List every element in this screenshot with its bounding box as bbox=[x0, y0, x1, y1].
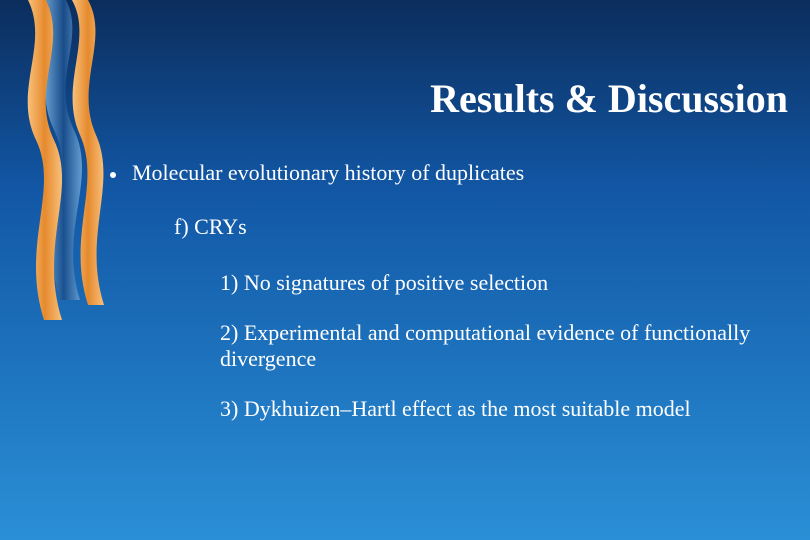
bullet-item: Molecular evolutionary history of duplic… bbox=[110, 160, 780, 186]
point-2: 2) Experimental and computational eviden… bbox=[220, 320, 760, 372]
subheading: f) CRYs bbox=[174, 214, 780, 240]
bullet-text: Molecular evolutionary history of duplic… bbox=[132, 160, 524, 186]
slide-title: Results & Discussion bbox=[430, 75, 788, 122]
point-1: 1) No signatures of positive selection bbox=[220, 270, 760, 296]
bullet-dot-icon bbox=[110, 172, 116, 178]
slide-content: Molecular evolutionary history of duplic… bbox=[110, 160, 780, 446]
point-3: 3) Dykhuizen–Hartl effect as the most su… bbox=[220, 396, 760, 422]
